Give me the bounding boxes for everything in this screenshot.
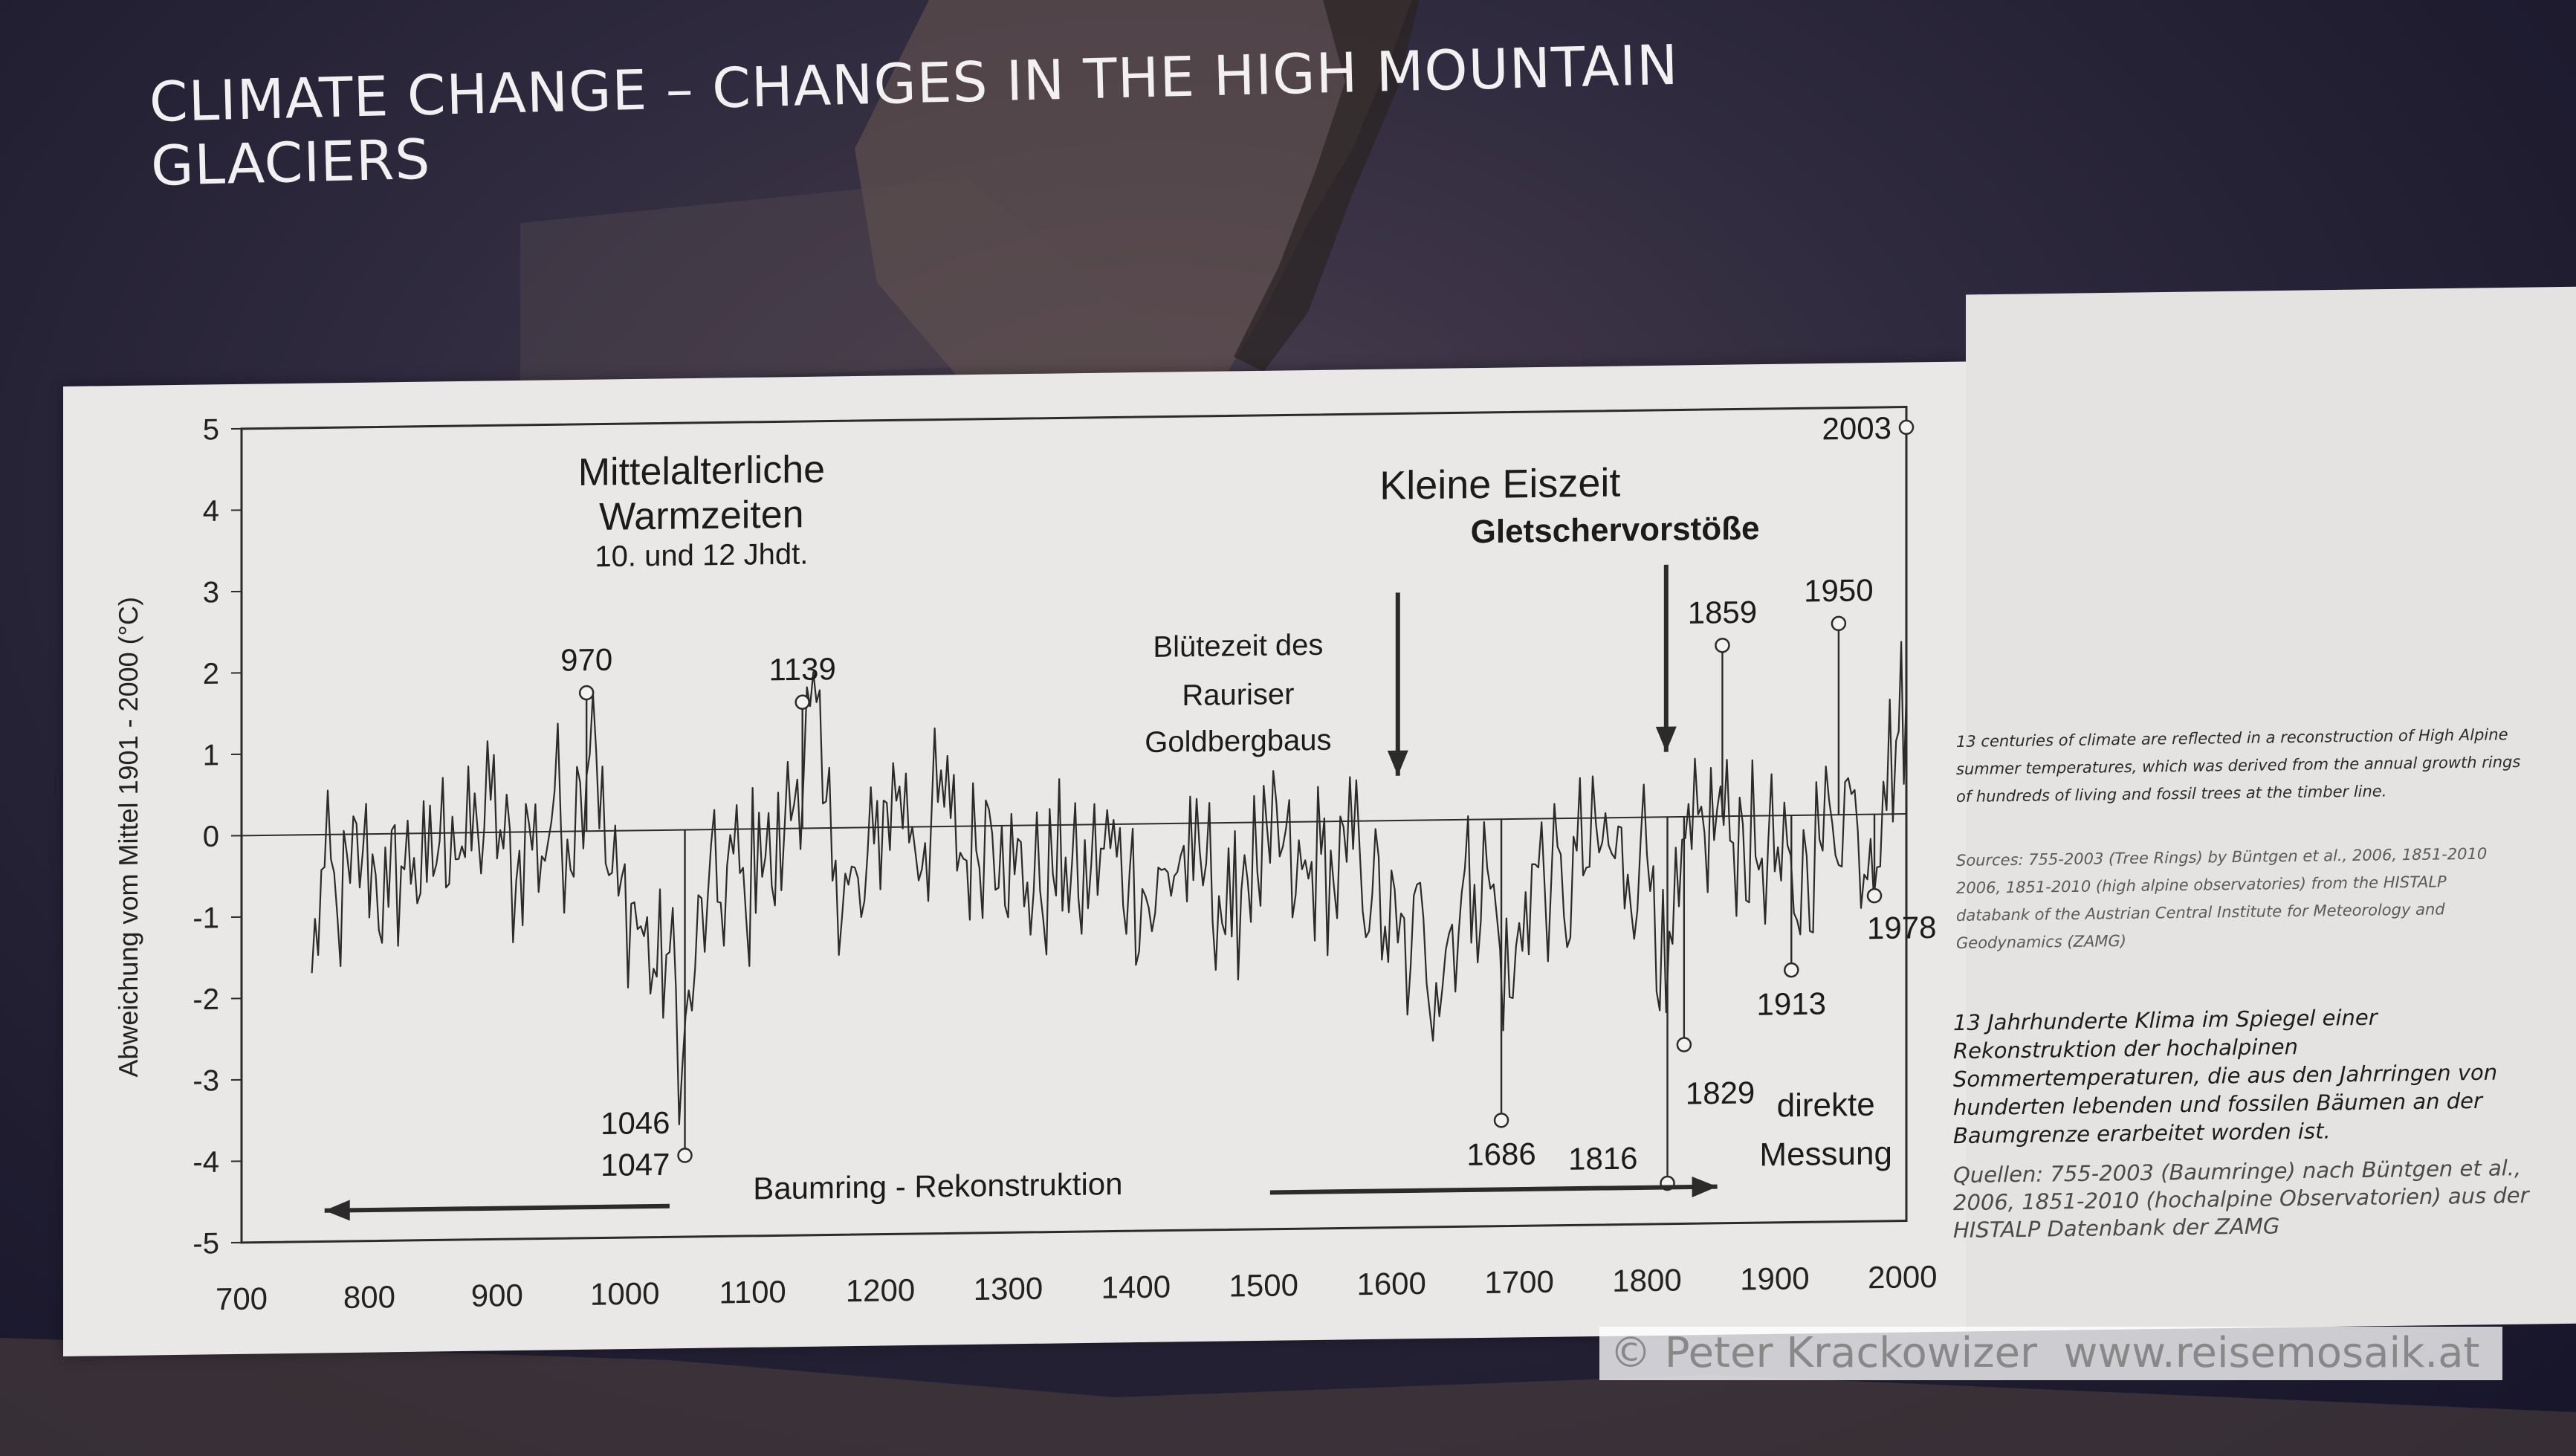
- peak-label-1859: 1859: [1688, 595, 1757, 630]
- y-tick-label: -2: [192, 983, 219, 1016]
- peak-marker-1978: [1866, 887, 1883, 904]
- arrow-reconstruction-right: [1269, 1184, 1718, 1195]
- y-tick-label: 4: [203, 495, 219, 528]
- warm-period-title-2: Warmzeiten: [599, 493, 803, 539]
- direct-measurement-label-2: Messung: [1759, 1135, 1892, 1173]
- peak-label-1047: 1047: [601, 1147, 670, 1182]
- x-tick-label: 900: [471, 1278, 523, 1313]
- x-tick-label: 1500: [1229, 1267, 1298, 1303]
- y-tick-label: -4: [192, 1146, 219, 1179]
- glacier-advance-label: Gletschervorstöße: [1471, 510, 1760, 550]
- peak-marker-1950: [1831, 615, 1847, 632]
- warm-period-subtitle: 10. und 12 Jhdt.: [595, 538, 808, 574]
- peak-label-1047: 1046: [601, 1105, 670, 1141]
- peak-marker-1139: [795, 694, 810, 711]
- photo-watermark: © Peter Krackowizer www.reisemosaik.at: [1599, 1327, 2502, 1380]
- peak-marker-1686: [1493, 1113, 1509, 1128]
- x-tick-label: 1900: [1740, 1261, 1809, 1296]
- x-tick-label: 1000: [590, 1275, 659, 1311]
- peak-label-970: 970: [560, 642, 612, 678]
- peak-label-1686: 1686: [1466, 1136, 1535, 1172]
- y-tick-label: 1: [203, 739, 219, 771]
- peak-marker-1829: [1676, 1037, 1692, 1052]
- y-tick-label: 5: [203, 413, 219, 446]
- english-description: 13 centuries of climate are reflected in…: [1956, 725, 2521, 806]
- gold-mining-label-3: Goldbergbaus: [1145, 724, 1331, 759]
- peak-marker-1047: [677, 1148, 693, 1163]
- x-tick-label: 1100: [719, 1274, 786, 1310]
- peak-label-1139: 1139: [769, 651, 836, 687]
- arrow-reconstruction-left: [324, 1203, 670, 1213]
- y-tick-label: -3: [192, 1064, 219, 1097]
- peak-label-2003: 2003: [1822, 410, 1891, 446]
- tree-ring-reconstruction-label: Baumring - Rekonstruktion: [753, 1166, 1122, 1206]
- y-tick-label: -1: [192, 902, 219, 934]
- y-tick-label: 3: [203, 576, 219, 609]
- chart-series: [311, 641, 1908, 1126]
- y-axis-label: Abweichung vom Mittel 1901 - 2000 (°C): [113, 597, 143, 1078]
- direct-measurement-label-1: direkte: [1777, 1087, 1875, 1125]
- temperature-series-line: [311, 641, 1908, 1126]
- x-tick-label: 800: [343, 1279, 395, 1315]
- little-ice-age-label: Kleine Eiszeit: [1379, 461, 1620, 508]
- gold-mining-label-2: Rauriser: [1182, 678, 1294, 712]
- x-tick-label: 700: [216, 1281, 268, 1316]
- peak-marker-1913: [1784, 962, 1799, 978]
- arrow-glacier-advance-2-head: [1655, 726, 1677, 752]
- arrow-reconstruction-left-head: [324, 1200, 350, 1221]
- peak-label-1950: 1950: [1804, 572, 1873, 608]
- peak-label-1978: 1978: [1867, 910, 1936, 945]
- english-sources: Sources: 755-2003 (Tree Rings) by Büntge…: [1956, 844, 2488, 952]
- gold-mining-label-1: Blütezeit des: [1153, 629, 1323, 664]
- chart-ticks: 5 4 3 2 1 0 -1 -2 -3 -4 -5 700 800 900 1000 1100 1200 130…: [113, 413, 1938, 1316]
- x-tick-label: 1200: [846, 1272, 915, 1308]
- y-tick-label: 0: [203, 821, 219, 853]
- page-headline: CLIMATE CHANGE – CHANGES IN THE HIGH MOU…: [149, 33, 1680, 198]
- y-tick-label: 2: [203, 658, 219, 690]
- temperature-chart: 5 4 3 2 1 0 -1 -2 -3 -4 -5 700 800 900 1000 1100 1200 130…: [113, 406, 1938, 1316]
- peak-label-1913: 1913: [1757, 986, 1826, 1022]
- peak-marker-1859: [1715, 638, 1730, 653]
- arrow-glacier-advance-1-head: [1387, 750, 1408, 776]
- peak-label-1829: 1829: [1686, 1075, 1755, 1110]
- peak-marker-2003: [1898, 419, 1915, 436]
- peak-marker-970: [578, 685, 595, 701]
- warm-period-title-1: Mittelalterliche: [578, 448, 825, 494]
- y-tick-label: -5: [192, 1227, 219, 1260]
- x-tick-label: 2000: [1868, 1259, 1937, 1295]
- german-description: 13 Jahrhunderte Klima im Spiegel einer R…: [1953, 1004, 2498, 1149]
- x-tick-label: 1400: [1101, 1269, 1171, 1304]
- x-tick-label: 1700: [1484, 1264, 1553, 1300]
- info-board: 5 4 3 2 1 0 -1 -2 -3 -4 -5 700 800 900 1000 1100 1200 130…: [63, 286, 2576, 1360]
- arrow-reconstruction-right-head: [1692, 1177, 1718, 1198]
- peak-label-1816: 1816: [1568, 1141, 1637, 1177]
- x-tick-label: 1800: [1612, 1262, 1681, 1298]
- x-tick-label: 1300: [974, 1271, 1043, 1307]
- german-sources: Quellen: 755-2003 (Baumringe) nach Büntg…: [1953, 1155, 2529, 1243]
- x-tick-label: 1600: [1356, 1266, 1425, 1301]
